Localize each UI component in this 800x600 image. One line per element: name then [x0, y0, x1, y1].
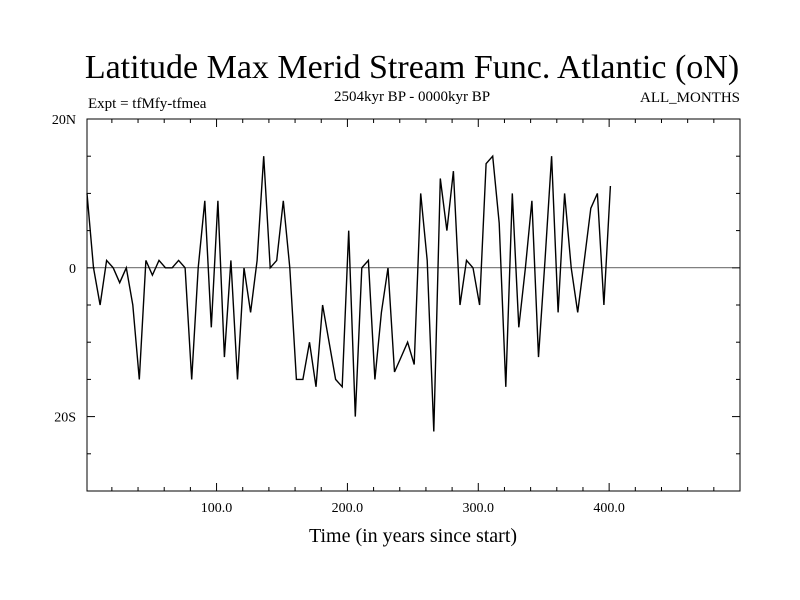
- y-tick-label: 20N: [52, 113, 76, 128]
- y-axis: 20N 0 20S: [52, 113, 740, 492]
- y-tick-label: 20S: [54, 411, 76, 426]
- plot-frame: [86, 118, 741, 492]
- series-layer: [86, 154, 612, 432]
- x-tick-label: 200.0: [332, 501, 364, 516]
- series-line: [86, 154, 612, 432]
- x-axis-label: Time (in years since start): [309, 525, 517, 547]
- x-axis: 100.0 200.0 300.0 400.0: [111, 119, 741, 516]
- months-label: ALL_MONTHS: [640, 90, 740, 106]
- period-label: 2504kyr BP - 0000kyr BP: [334, 89, 490, 105]
- y-tick-label: 0: [69, 262, 76, 277]
- chart-title: Latitude Max Merid Stream Func. Atlantic…: [85, 49, 739, 86]
- x-tick-label: 300.0: [463, 501, 495, 516]
- experiment-label: Expt = tfMfy-tfmea: [88, 96, 207, 112]
- x-tick-label: 100.0: [201, 501, 233, 516]
- x-tick-label: 400.0: [593, 501, 625, 516]
